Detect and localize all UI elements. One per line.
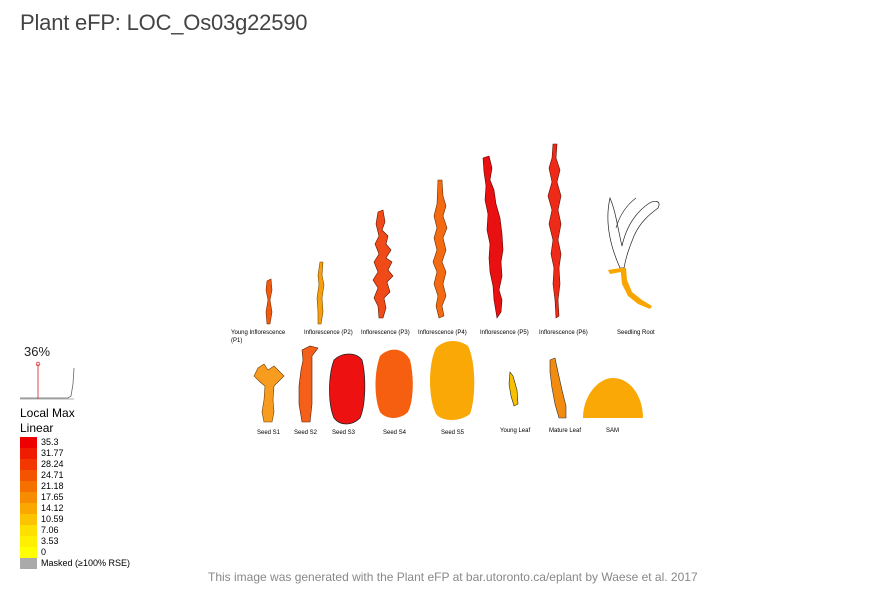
- legend-swatch: [20, 470, 37, 481]
- legend-value: 0: [41, 547, 47, 557]
- tissue-young-leaf[interactable]: Young Leaf: [500, 371, 530, 434]
- label-inflorescence-p2: Inflorescence (P2): [304, 330, 353, 336]
- legend-row: 0: [20, 547, 130, 558]
- tissue-sam[interactable]: SAM: [583, 378, 643, 434]
- legend-row: 35.3: [20, 437, 130, 448]
- tissue-seed-s4[interactable]: Seed S4: [375, 349, 413, 436]
- legend-row: 24.71: [20, 470, 130, 481]
- legend-swatch: [20, 536, 37, 547]
- label-sam: SAM: [606, 428, 619, 434]
- label-inflorescence-p5: Inflorescence (P5): [480, 330, 529, 336]
- tissue-seed-s2[interactable]: Seed S2: [294, 345, 319, 436]
- tissue-inflorescence-p4[interactable]: Inflorescence (P4): [418, 179, 467, 336]
- legend-swatch: [20, 514, 37, 525]
- legend-row: 21.18: [20, 481, 130, 492]
- percentile-chart: [20, 361, 75, 400]
- legend-swatch: [20, 481, 37, 492]
- legend-row: 3.53: [20, 536, 130, 547]
- legend-row: 17.65: [20, 492, 130, 503]
- legend-value: 17.65: [41, 492, 64, 502]
- footer-credit: This image was generated with the Plant …: [208, 570, 698, 584]
- color-legend: 35.3 31.77 28.24 24.71 21.18 17.65 14.12…: [20, 437, 130, 569]
- legend-row: 14.12: [20, 503, 130, 514]
- page-title: Plant eFP: LOC_Os03g22590: [20, 10, 308, 35]
- label-inflorescence-p3: Inflorescence (P3): [361, 330, 410, 336]
- legend-row: 10.59: [20, 514, 130, 525]
- label-inflorescence-p4: Inflorescence (P4): [418, 330, 467, 336]
- label-mature-leaf: Mature Leaf: [549, 428, 581, 434]
- legend-value: 7.06: [41, 525, 59, 535]
- label-young-leaf: Young Leaf: [500, 428, 530, 434]
- tissue-mature-leaf[interactable]: Mature Leaf: [549, 357, 581, 434]
- label-young-inflorescence-p1: (P1): [231, 338, 242, 344]
- label-inflorescence-p6: Inflorescence (P6): [539, 330, 588, 336]
- legend-row: 7.06: [20, 525, 130, 536]
- legend-swatch: [20, 492, 37, 503]
- legend-value: 10.59: [41, 514, 64, 524]
- label-seed-s1: Seed S1: [257, 430, 281, 436]
- legend-row-masked: Masked (≥100% RSE): [20, 558, 130, 569]
- legend-value: 21.18: [41, 481, 64, 491]
- tissue-inflorescence-p2[interactable]: Inflorescence (P2): [304, 261, 353, 336]
- label-seed-s5: Seed S5: [441, 430, 465, 436]
- legend-value: 28.24: [41, 459, 64, 469]
- legend-row: 31.77: [20, 448, 130, 459]
- label-seedling-root: Seedling Root: [617, 330, 655, 336]
- legend-value: 35.3: [41, 437, 59, 447]
- legend-mode: Local Max: [20, 406, 75, 420]
- legend-swatch: [20, 448, 37, 459]
- legend-swatch: [20, 525, 37, 536]
- legend-value: 31.77: [41, 448, 64, 458]
- legend-value: 14.12: [41, 503, 64, 513]
- legend-swatch: [20, 459, 37, 470]
- tissue-inflorescence-p5[interactable]: Inflorescence (P5): [480, 155, 529, 336]
- legend-swatch: [20, 503, 37, 514]
- label-seed-s4: Seed S4: [383, 430, 407, 436]
- legend-swatch: [20, 437, 37, 448]
- percentile-label: 36%: [24, 344, 51, 359]
- legend-swatch: [20, 547, 37, 558]
- legend-masked-label: Masked (≥100% RSE): [41, 558, 130, 568]
- tissue-seed-s3[interactable]: Seed S3: [329, 353, 366, 436]
- label-seed-s3: Seed S3: [332, 430, 356, 436]
- label-seed-s2: Seed S2: [294, 430, 318, 436]
- label-young-inflorescence: Young Inflorescence: [231, 330, 286, 336]
- tissue-inflorescence-p6[interactable]: Inflorescence (P6): [539, 143, 588, 336]
- tissue-young-inflorescence-p1[interactable]: Young Inflorescence (P1): [231, 278, 286, 344]
- tissue-seed-s5[interactable]: Seed S5: [430, 341, 475, 436]
- legend-swatch-masked: [20, 558, 37, 569]
- legend-value: 24.71: [41, 470, 64, 480]
- legend-value: 3.53: [41, 536, 59, 546]
- tissue-seedling-root[interactable]: Seedling Root: [607, 196, 660, 336]
- tissue-inflorescence-p3[interactable]: Inflorescence (P3): [361, 209, 410, 336]
- legend-row: 28.24: [20, 459, 130, 470]
- legend-scale: Linear: [20, 421, 54, 435]
- tissue-seed-s1[interactable]: Seed S1: [253, 363, 285, 436]
